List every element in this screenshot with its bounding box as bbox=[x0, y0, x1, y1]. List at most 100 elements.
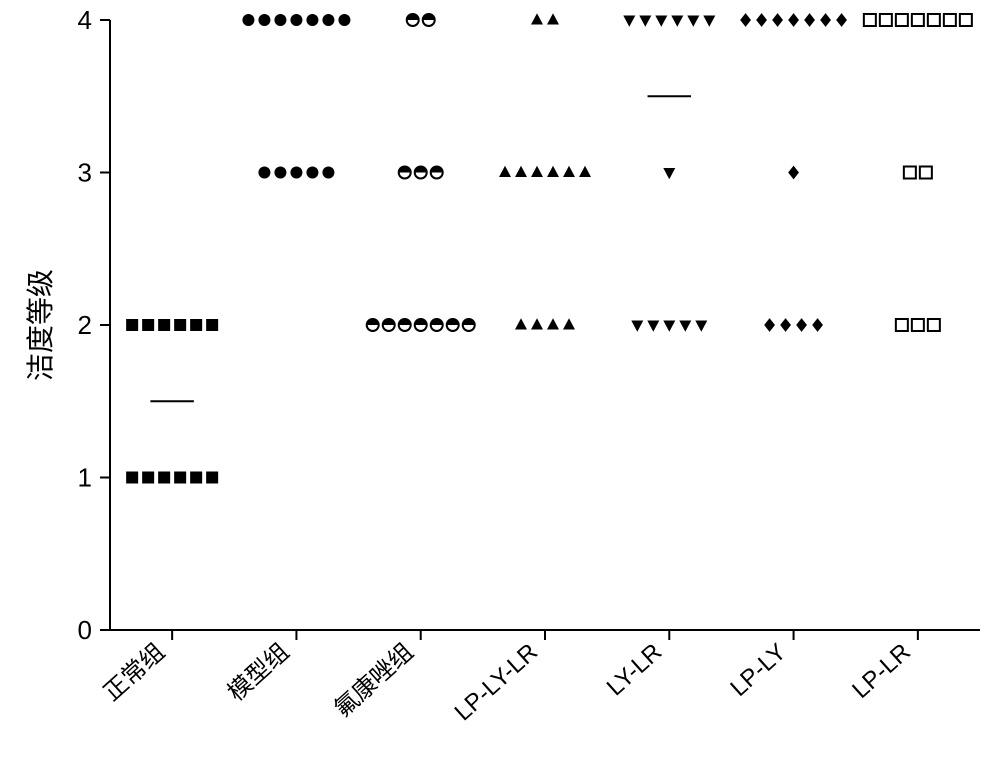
marker-tri-up bbox=[531, 318, 543, 329]
marker-square-open bbox=[904, 167, 916, 179]
marker-tri-down bbox=[663, 168, 675, 179]
x-tick-label: 模型组 bbox=[223, 638, 295, 706]
data-group bbox=[631, 321, 707, 332]
marker-tri-up bbox=[515, 166, 527, 177]
strip-chart: 0 1 2 3 4 洁度等级正常组模型组氟康唑组 LP-LY-LR LY-LR LP-LY LP-… bbox=[0, 0, 1000, 774]
marker-square-open bbox=[920, 167, 932, 179]
marker-circle-filled bbox=[242, 14, 254, 26]
marker-square-filled bbox=[158, 472, 170, 484]
marker-square-open bbox=[928, 14, 940, 26]
marker-tri-up bbox=[547, 13, 559, 24]
data-group bbox=[126, 472, 218, 484]
marker-tri-down bbox=[695, 321, 707, 332]
data-group bbox=[788, 166, 799, 180]
marker-tri-down bbox=[663, 321, 675, 332]
marker-tri-up bbox=[547, 166, 559, 177]
marker-diamond bbox=[740, 13, 751, 27]
marker-square-open bbox=[896, 14, 908, 26]
marker-tri-down bbox=[703, 16, 715, 27]
svg-text:LP-LY: LP-LY bbox=[725, 638, 791, 702]
marker-tri-down bbox=[687, 16, 699, 27]
x-tick-label: 氟康唑组 bbox=[329, 638, 418, 722]
y-tick-label: 2 bbox=[78, 310, 92, 340]
data-group bbox=[126, 319, 218, 331]
marker-tri-up bbox=[563, 166, 575, 177]
marker-diamond bbox=[804, 13, 815, 27]
x-tick-label: LP-LR bbox=[847, 638, 916, 704]
marker-diamond bbox=[788, 166, 799, 180]
data-group bbox=[515, 318, 575, 329]
marker-tri-down bbox=[639, 16, 651, 27]
marker-square-filled bbox=[190, 319, 202, 331]
data-group bbox=[764, 318, 823, 332]
svg-text:正常组: 正常组 bbox=[99, 638, 171, 706]
data-group bbox=[864, 14, 972, 26]
marker-circle-filled bbox=[290, 167, 302, 179]
x-tick-label: LY-LR bbox=[602, 638, 668, 701]
marker-circle-filled bbox=[274, 167, 286, 179]
marker-tri-down bbox=[647, 321, 659, 332]
marker-diamond bbox=[796, 318, 807, 332]
marker-diamond bbox=[820, 13, 831, 27]
chart-container: 0 1 2 3 4 洁度等级正常组模型组氟康唑组 LP-LY-LR LY-LR LP-LY LP-… bbox=[0, 0, 1000, 774]
marker-diamond bbox=[772, 13, 783, 27]
marker-diamond bbox=[836, 13, 847, 27]
marker-circle-filled bbox=[258, 167, 270, 179]
svg-text:LY-LR: LY-LR bbox=[602, 638, 668, 701]
svg-text:LP-LR: LP-LR bbox=[847, 638, 916, 704]
marker-tri-up bbox=[531, 13, 543, 24]
marker-tri-up bbox=[579, 166, 591, 177]
marker-square-filled bbox=[206, 319, 218, 331]
marker-square-filled bbox=[174, 472, 186, 484]
marker-tri-up bbox=[515, 318, 527, 329]
x-tick-label: LP-LY bbox=[725, 638, 791, 702]
marker-circle-filled bbox=[306, 167, 318, 179]
marker-square-open bbox=[928, 319, 940, 331]
marker-square-filled bbox=[206, 472, 218, 484]
marker-square-filled bbox=[142, 319, 154, 331]
marker-tri-up bbox=[563, 318, 575, 329]
x-tick-label: LP-LY-LR bbox=[450, 638, 543, 726]
data-group bbox=[896, 319, 940, 331]
marker-circle-filled bbox=[338, 14, 350, 26]
marker-square-filled bbox=[126, 319, 138, 331]
marker-diamond bbox=[788, 13, 799, 27]
x-tick-label: 正常组 bbox=[99, 638, 171, 706]
marker-square-filled bbox=[142, 472, 154, 484]
data-group bbox=[663, 168, 675, 179]
marker-diamond bbox=[764, 318, 775, 332]
marker-diamond bbox=[780, 318, 791, 332]
marker-tri-down bbox=[655, 16, 667, 27]
data-group bbox=[904, 167, 932, 179]
marker-tri-up bbox=[499, 166, 511, 177]
data-group bbox=[242, 14, 350, 26]
marker-diamond bbox=[756, 13, 767, 27]
marker-square-filled bbox=[190, 472, 202, 484]
y-tick-label: 0 bbox=[78, 615, 92, 645]
marker-square-open bbox=[912, 319, 924, 331]
y-tick-label: 1 bbox=[78, 463, 92, 493]
marker-square-open bbox=[896, 319, 908, 331]
marker-circle-filled bbox=[322, 14, 334, 26]
svg-text:模型组: 模型组 bbox=[223, 638, 295, 706]
marker-circle-filled bbox=[322, 167, 334, 179]
svg-text:LP-LY-LR: LP-LY-LR bbox=[450, 638, 543, 726]
marker-circle-filled bbox=[306, 14, 318, 26]
marker-tri-down bbox=[623, 16, 635, 27]
y-axis-label: 洁度等级 bbox=[25, 269, 56, 381]
y-tick-label: 3 bbox=[78, 158, 92, 188]
marker-diamond bbox=[812, 318, 823, 332]
data-group bbox=[399, 167, 443, 179]
marker-square-filled bbox=[126, 472, 138, 484]
marker-circle-filled bbox=[274, 14, 286, 26]
data-group bbox=[740, 13, 847, 27]
data-group bbox=[623, 16, 715, 27]
marker-circle-filled bbox=[258, 14, 270, 26]
marker-circle-filled bbox=[290, 14, 302, 26]
y-tick-label: 4 bbox=[78, 5, 92, 35]
marker-square-open bbox=[960, 14, 972, 26]
data-group bbox=[499, 166, 591, 177]
data-group bbox=[531, 13, 559, 24]
marker-tri-down bbox=[671, 16, 683, 27]
data-group bbox=[407, 14, 435, 26]
